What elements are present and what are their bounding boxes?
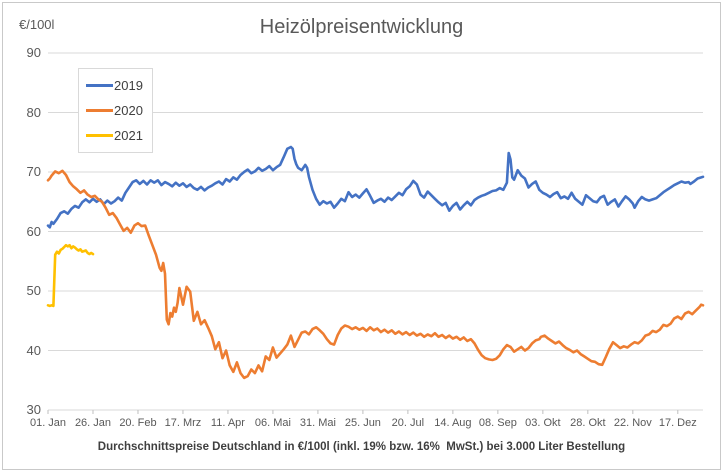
series-2019-line-swatch-icon <box>86 84 113 87</box>
x-tick-label: 06. Mai <box>254 417 291 429</box>
y-axis-unit-label: €/100l <box>19 17 55 32</box>
x-tick-label: 26. Jan <box>74 417 112 429</box>
chart-frame: €/100l Heizölpreisentwicklung 30 40 50 60 70… <box>2 2 721 470</box>
x-tick-label: 22. Nov <box>613 417 652 429</box>
y-tick-label: 90 <box>26 45 41 60</box>
y-tick-label: 80 <box>26 104 41 120</box>
x-tick-label: 03. Okt <box>525 417 561 429</box>
y-tick-label: 50 <box>26 283 41 298</box>
x-tick-label: 17. Dez <box>658 417 697 429</box>
x-tick-label: 31. Mai <box>299 417 336 429</box>
y-tick-label: 60 <box>26 223 41 239</box>
chart-caption: Durchschnittspreise Deutschland in €/100… <box>97 441 626 453</box>
legend-item-2020: 2020 <box>79 98 152 123</box>
legend-item-2019: 2019 <box>79 73 152 98</box>
x-tick-label: 11. Apr <box>210 417 245 429</box>
x-tick-label: 25. Jun <box>344 417 381 429</box>
legend-label: 2019 <box>114 78 143 93</box>
series-line-2021 <box>46 243 95 308</box>
series-line-2020 <box>46 169 705 380</box>
series-line-2019 <box>46 145 705 229</box>
x-tick-label: 17. Mrz <box>164 417 202 429</box>
y-tick-label: 40 <box>26 342 41 358</box>
x-tick-label: 08. Sep <box>478 417 517 429</box>
x-tick-label: 28. Okt <box>570 417 606 429</box>
plot-area <box>46 52 705 414</box>
x-tick-label: 20. Jul <box>391 417 425 429</box>
legend-item-2021: 2021 <box>79 123 152 148</box>
series-2020-line-swatch-icon <box>86 109 113 112</box>
x-tick-label: 01. Jan <box>29 417 67 429</box>
legend: 2019 2020 2021 <box>78 68 153 153</box>
legend-label: 2020 <box>114 103 143 118</box>
chart-title: Heizölpreisentwicklung <box>259 16 464 38</box>
legend-label: 2021 <box>114 128 143 143</box>
x-tick-label: 14. Aug <box>434 417 472 429</box>
y-tick-label: 30 <box>26 402 41 417</box>
x-tick-label: 20. Feb <box>119 417 157 429</box>
series-2021-line-swatch-icon <box>86 134 113 137</box>
y-tick-label: 70 <box>26 164 41 179</box>
